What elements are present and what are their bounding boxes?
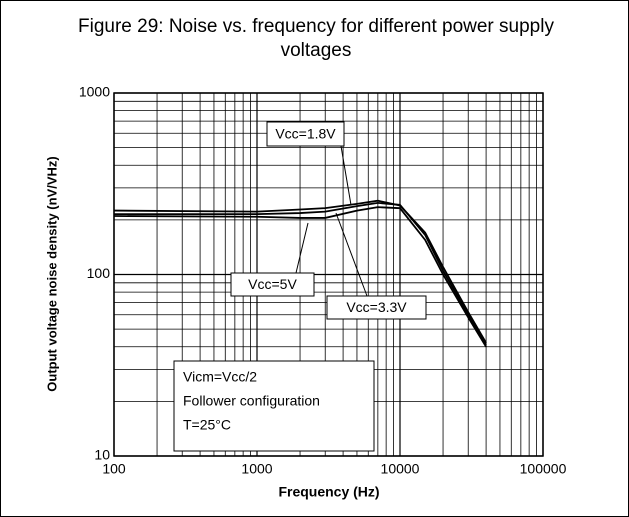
- leader-line: [335, 212, 368, 297]
- label-box: [266, 121, 345, 147]
- series-line: [113, 206, 487, 348]
- x-axis-label: Frequency (Hz): [278, 484, 379, 500]
- y-tick-label: 10: [94, 447, 110, 463]
- y-tick-label: 100: [87, 265, 111, 281]
- note-box: [173, 360, 375, 452]
- series-label: Vcc=3.3V: [346, 299, 407, 315]
- note-line: Follower configuration: [183, 393, 320, 409]
- series-line: [114, 202, 487, 346]
- y-tick-label: 1000: [79, 84, 110, 100]
- plot-frame: [113, 92, 544, 457]
- label-box: [230, 272, 315, 297]
- label-box: [326, 295, 427, 320]
- x-tick-label: 1000: [241, 461, 272, 477]
- x-tick-label: 100000: [520, 461, 567, 477]
- leader-line: [340, 145, 352, 206]
- x-tick-label: 100: [102, 461, 126, 477]
- chart-title: Figure 29: Noise vs. frequency for diffe…: [78, 16, 554, 61]
- note-line: T=25°C: [183, 417, 231, 433]
- x-tick-label: 10000: [381, 461, 420, 477]
- y-axis-label: Output voltage noise density (nV/VHz): [44, 156, 59, 391]
- series-label: Vcc=5V: [248, 276, 297, 292]
- series-line: [113, 199, 487, 344]
- note-line: Vicm=Vcc/2: [183, 369, 257, 385]
- leader-line: [295, 222, 309, 274]
- series-label: Vcc=1.8V: [275, 126, 336, 142]
